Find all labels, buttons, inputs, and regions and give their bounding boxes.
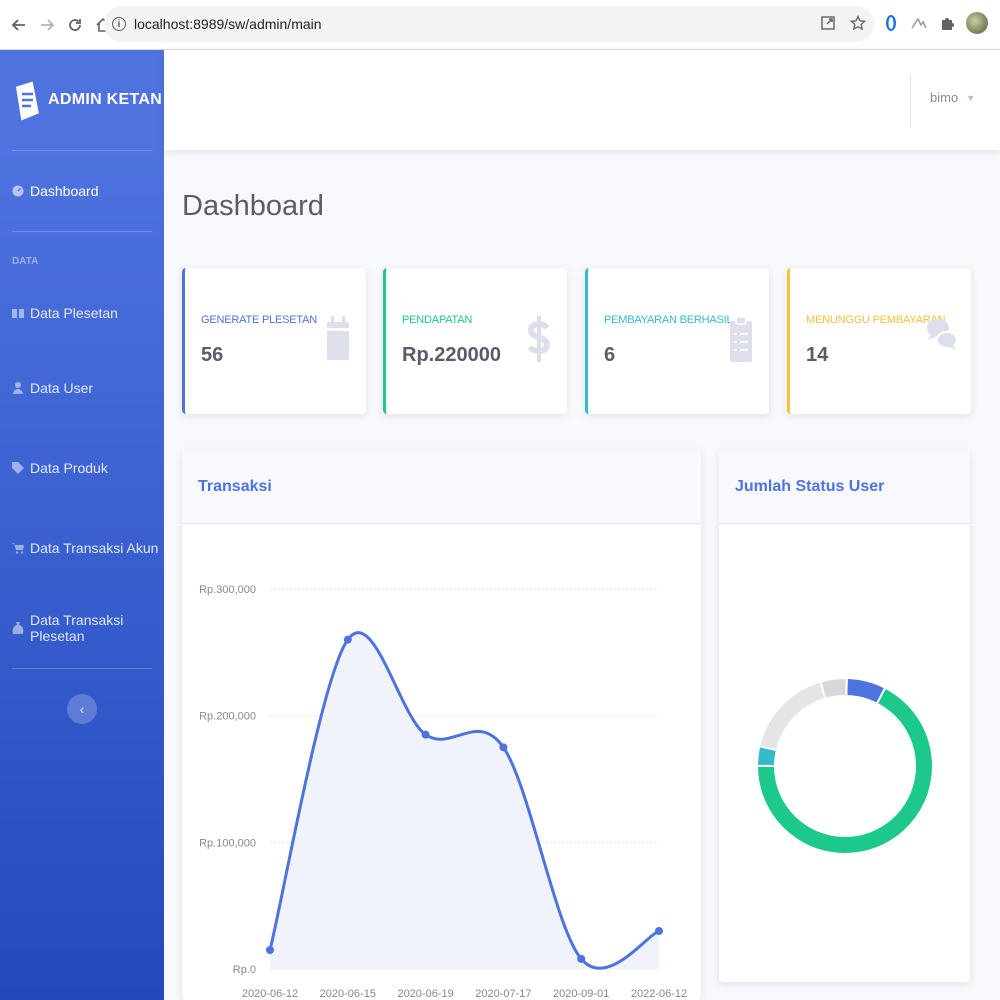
y-tick-label: Rp.100,000 [199,837,256,849]
x-tick-label: 2020-06-15 [320,988,376,1000]
data-point [655,927,663,935]
sidebar-item-label: Data User [30,380,94,396]
data-point [499,743,508,752]
stat-card-menunggu-pembayaran: MENUNGGU PEMBAYARAN 14 [787,268,971,414]
y-tick-label: Rp.200,000 [199,711,256,723]
url-text[interactable]: localhost:8989/sw/admin/main [134,16,322,32]
stat-value: 56 [201,344,224,366]
transaksi-svg: Rp.0 Rp.100,000 Rp.200,000 Rp.300,000 2020-0… [199,584,687,1000]
browser-toolbar: i localhost:8989/sw/admin/main [0,0,1000,50]
back-arrow-icon[interactable] [8,14,30,36]
area-fill [270,632,659,969]
x-tick-label: 2020-07-17 [475,988,531,1000]
stat-value: 14 [806,344,829,366]
data-point [577,954,586,963]
sidebar-item-label: Dashboard [30,183,99,199]
chevron-left-icon: ‹ [79,701,85,717]
money-bag-icon [12,622,24,634]
donut-slice [819,677,848,701]
sidebar-item-label: Data Transaksi Plesetan [30,612,124,644]
sidebar: ADMIN KETAN Dashboard DATA Data Plesetan… [0,50,164,1000]
panel-title: Transaksi [182,450,701,524]
data-point [421,730,430,739]
page-title: Dashboard [182,190,324,222]
book-icon [12,307,24,319]
puzzle-icon[interactable] [938,14,956,32]
donut-svg [755,676,934,855]
sidebar-item-dashboard[interactable]: Dashboard [0,151,164,231]
y-tick-label: Rp.0 [233,964,256,976]
topbar: bimo ▼ [164,50,1000,150]
sidebar-item-data-transaksi-akun[interactable]: Data Transaksi Akun [0,508,164,588]
user-dropdown[interactable]: bimo ▼ [930,90,975,105]
panel-title: Jumlah Status User [719,450,970,524]
sidebar-divider [12,231,152,232]
document-icon [14,80,39,121]
data-point [266,946,274,954]
stat-value: Rp.220000 [402,344,501,366]
brand[interactable]: ADMIN KETAN [0,50,164,150]
sidebar-heading: DATA [12,255,39,267]
x-tick-label: 2020-09-01 [553,988,609,1000]
user-name: bimo [930,90,959,105]
url-actions [820,14,867,36]
sidebar-item-data-produk[interactable]: Data Produk [0,428,164,508]
x-tick-label: 2020-06-12 [242,988,298,1000]
tag-icon [12,462,24,474]
stat-label: GENERATE PLESETAN [201,314,317,326]
sidebar-item-label: Data Plesetan [30,305,118,321]
topbar-divider [910,74,911,128]
stat-label: PEMBAYARAN BERHASIL [604,314,733,326]
open-external-icon[interactable] [820,15,836,36]
sidebar-item-label: Data Transaksi Akun [30,540,159,556]
tachometer-icon [12,185,24,197]
donut-slice [755,686,934,855]
calendar-icon [326,316,352,364]
clipboard-icon [729,316,755,364]
dollar-icon [527,316,553,364]
extension-icon-1[interactable] [882,14,900,32]
x-tick-label: 2022-06-12 [631,988,687,1000]
stat-label: MENUNGGU PEMBAYARAN [806,314,946,326]
caret-down-icon: ▼ [966,92,976,103]
stat-card-generate-plesetan: GENERATE PLESETAN 56 [182,268,366,414]
sidebar-item-data-plesetan[interactable]: Data Plesetan [0,278,164,348]
sidebar-divider [12,150,152,151]
donut-slice [758,680,827,752]
forward-arrow-icon[interactable] [36,14,58,36]
data-point [343,635,352,644]
y-tick-label: Rp.300,000 [199,584,256,596]
sidebar-item-data-user[interactable]: Data User [0,348,164,428]
status-user-chart [719,450,970,982]
sidebar-item-label: Data Produk [30,460,108,476]
x-tick-label: 2020-06-19 [397,988,453,1000]
user-icon [12,382,24,394]
comments-icon [927,316,958,364]
sidebar-toggle-button[interactable]: ‹ [67,694,97,724]
sidebar-divider [12,668,152,669]
cart-icon [12,542,24,554]
transaksi-panel: Transaksi Rp.0 Rp.100,000 Rp.200,000 Rp.300… [182,450,701,1000]
stat-label: PENDAPATAN [402,314,473,326]
star-icon[interactable] [849,14,867,36]
profile-avatar[interactable] [966,12,988,34]
info-icon[interactable]: i [112,17,126,31]
stat-card-pendapatan: PENDAPATAN Rp.220000 [383,268,567,414]
transaksi-chart: Rp.0 Rp.100,000 Rp.200,000 Rp.300,000 2020-0… [182,450,701,1000]
status-user-panel: Jumlah Status User [719,450,970,982]
reload-icon[interactable] [64,14,86,36]
extension-icon-2[interactable] [910,14,928,32]
address-bar[interactable]: i localhost:8989/sw/admin/main [104,6,874,42]
extensions-area [882,12,1000,34]
brand-text: ADMIN KETAN [48,91,163,108]
sidebar-item-data-transaksi-plesetan[interactable]: Data Transaksi Plesetan [0,588,164,668]
stat-value: 6 [604,344,616,366]
stat-card-pembayaran-berhasil: PEMBAYARAN BERHASIL 6 [585,268,769,414]
